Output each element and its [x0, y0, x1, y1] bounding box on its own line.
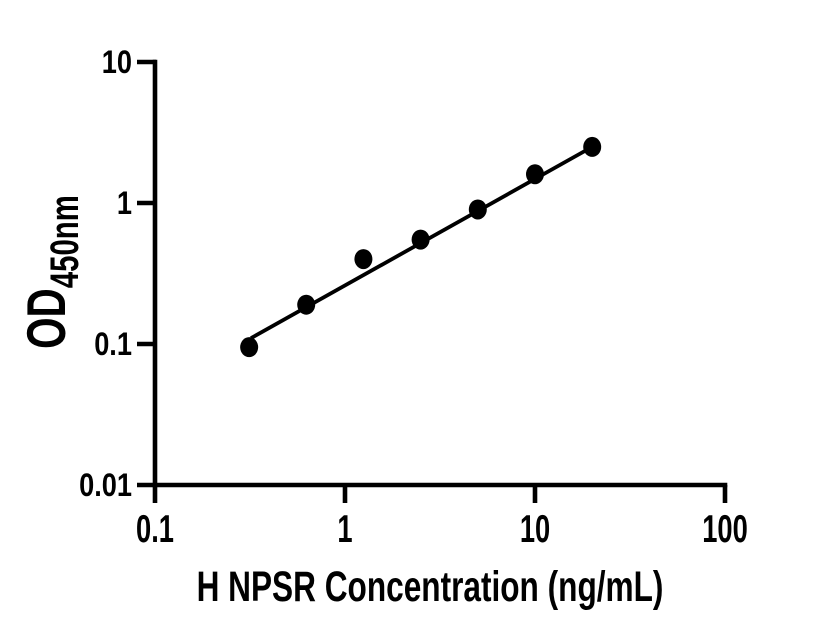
data-point — [240, 337, 259, 358]
x-tick-label: 100 — [702, 508, 748, 551]
y-axis-title-subscript: 450nm — [43, 195, 87, 288]
data-points-layer — [240, 136, 602, 358]
data-point — [297, 294, 316, 315]
y-tick-label: 10 — [102, 45, 132, 81]
y-axis-title-main: OD — [16, 288, 78, 349]
x-tick-label: 1 — [337, 508, 352, 551]
y-tick-label: 0.01 — [79, 468, 132, 504]
data-point — [411, 229, 430, 250]
y-tick-label: 1 — [117, 186, 132, 222]
data-point — [468, 199, 487, 220]
x-tick-label: 0.1 — [136, 508, 174, 551]
x-tick-label: 10 — [520, 508, 550, 551]
y-tick-label: 0.1 — [94, 327, 132, 363]
data-point — [526, 164, 544, 185]
data-point — [354, 249, 373, 270]
data-point — [583, 136, 602, 157]
x-axis-title: H NPSR Concentration (ng/mL) — [197, 562, 664, 610]
y-axis-title: OD450nm — [16, 195, 87, 349]
